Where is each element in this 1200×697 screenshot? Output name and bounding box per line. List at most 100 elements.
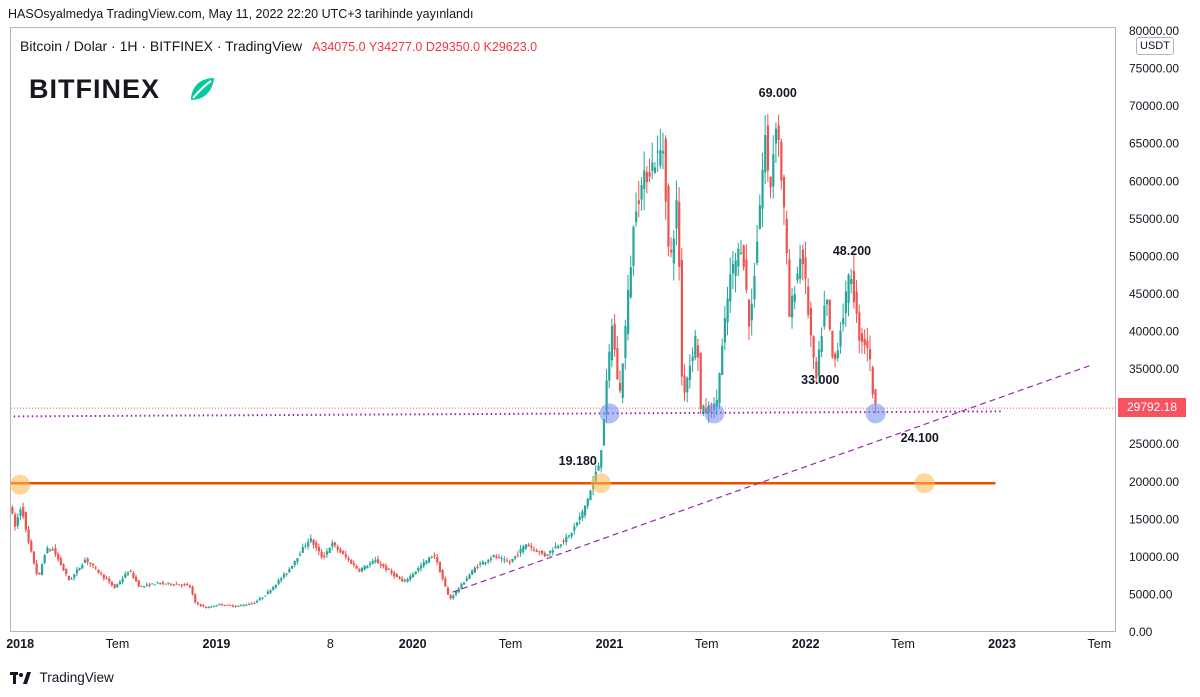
candle-body <box>218 603 221 605</box>
candle <box>75 566 79 577</box>
candle-body <box>721 345 724 376</box>
candle <box>398 575 401 580</box>
close-value: K29623.0 <box>483 40 538 54</box>
candle-body <box>194 594 197 603</box>
candle <box>169 583 173 587</box>
candle <box>643 151 646 211</box>
candle <box>516 551 519 558</box>
candle-body <box>538 551 541 553</box>
candle-body <box>764 135 767 173</box>
candle <box>575 522 579 528</box>
candle <box>718 372 721 409</box>
candle <box>858 304 861 354</box>
candle-body <box>524 544 528 549</box>
candle <box>640 177 643 211</box>
candle-body <box>441 569 444 580</box>
candle <box>742 244 745 271</box>
candle <box>264 595 267 597</box>
candle <box>627 274 630 341</box>
candle <box>511 558 514 563</box>
candle <box>81 562 84 570</box>
candle <box>683 364 686 402</box>
y-tick-label: 5000.00 <box>1129 587 1173 601</box>
currency-selector[interactable]: USDT <box>1136 37 1174 55</box>
annotations: 69.000 48.200 33.000 24.100 19.180 <box>559 86 939 468</box>
candle <box>852 254 856 309</box>
candle <box>438 561 442 573</box>
candle-body <box>465 578 468 581</box>
candle-body <box>678 201 681 267</box>
candle-body <box>608 351 611 381</box>
candle <box>782 174 786 225</box>
candle-body <box>661 151 665 154</box>
tradingview-footer[interactable]: TradingView <box>10 670 114 685</box>
candle-body <box>245 604 248 606</box>
price-axis: 0.00 5000.00 10000.00 15000.00 20000.00 25000… <box>1129 24 1179 639</box>
candle <box>336 544 339 553</box>
candle-body <box>368 563 372 566</box>
candle-body <box>67 575 71 581</box>
candle <box>457 587 460 594</box>
candle <box>299 551 302 557</box>
candle <box>59 555 62 566</box>
candle <box>293 560 296 568</box>
candle-body <box>178 584 181 586</box>
candle <box>274 584 278 589</box>
candle <box>460 582 463 590</box>
candle <box>637 181 640 218</box>
candle-body <box>463 582 466 585</box>
candle-body <box>325 551 329 555</box>
candle-body <box>366 566 369 569</box>
symbol-legend[interactable]: Bitcoin / Dolar · 1H · BITFINEX · Tradin… <box>20 38 537 54</box>
candle-body <box>739 252 743 254</box>
candle-body <box>272 586 275 591</box>
candle-body <box>855 291 858 314</box>
candle <box>723 305 727 351</box>
candle-body <box>850 278 853 285</box>
candle <box>812 335 815 370</box>
candle <box>379 561 382 569</box>
candle <box>401 576 404 583</box>
orange-marker <box>590 473 611 494</box>
candle <box>253 601 256 604</box>
candle-body <box>409 575 412 580</box>
candle-body <box>290 565 294 569</box>
candle-body <box>360 568 364 572</box>
candle-body <box>339 549 342 553</box>
candle-body <box>282 574 286 578</box>
candle-body <box>640 184 643 200</box>
candle <box>836 342 839 362</box>
candle-body <box>688 365 692 380</box>
candle-body <box>667 185 670 247</box>
candle-body <box>586 498 589 506</box>
candle <box>100 570 103 576</box>
candle <box>360 566 364 573</box>
candle <box>492 554 495 558</box>
candle-body <box>288 568 291 573</box>
candle <box>788 249 791 318</box>
candle <box>285 573 288 577</box>
candle <box>258 596 261 601</box>
candle-body <box>769 176 772 188</box>
x-tick-label: 2018 <box>6 637 34 651</box>
candle-body <box>680 260 683 377</box>
candle <box>40 562 44 576</box>
candle <box>339 547 342 554</box>
candle-body <box>753 275 756 300</box>
annotation-label: 48.200 <box>833 244 871 258</box>
candle <box>245 603 248 606</box>
candle-body <box>347 558 350 560</box>
candle-body <box>484 562 487 564</box>
candle <box>350 559 353 565</box>
candle <box>374 556 377 564</box>
candle <box>387 567 390 570</box>
candle <box>148 582 151 588</box>
candle-body <box>438 561 442 573</box>
candle-body <box>820 336 823 352</box>
candle <box>256 599 259 604</box>
candle-body <box>411 573 415 577</box>
candle-body <box>159 582 162 584</box>
candle-body <box>331 542 334 547</box>
candle <box>70 577 73 580</box>
